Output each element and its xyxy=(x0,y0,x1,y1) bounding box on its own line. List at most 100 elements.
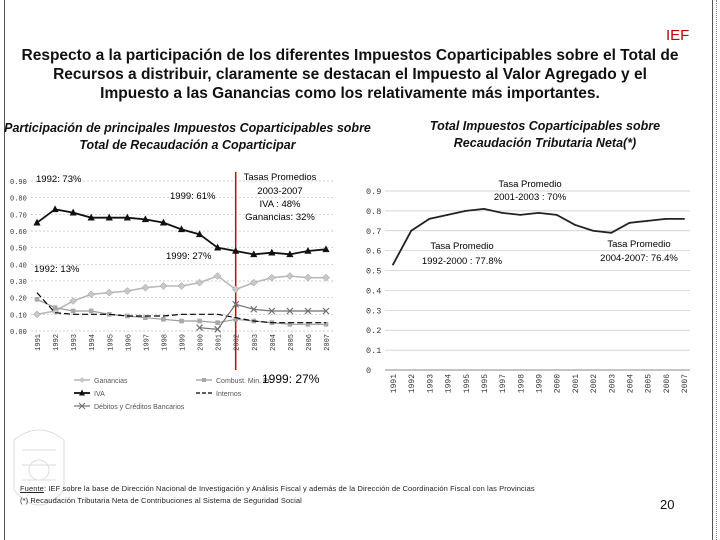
right-point-total xyxy=(555,213,558,216)
left-x-axis: 1991 1992 1993 1994 1995 1996 1997 1998 1999 2000… xyxy=(35,334,332,351)
right-y-tick-label: 0.8 xyxy=(366,207,381,217)
left-point-ganancias xyxy=(322,273,330,282)
left-point-iva xyxy=(87,213,95,221)
left-point-ganancias xyxy=(159,282,168,290)
right-y-tick-label: 0.6 xyxy=(366,247,381,257)
left-series-group xyxy=(33,205,330,333)
left-point-combustibles xyxy=(143,315,148,320)
left-point-combustibles xyxy=(161,317,166,322)
right-x-tick-label: 1995 xyxy=(463,374,472,393)
left-y-tick-label: 0.50 xyxy=(10,246,27,254)
right-y-tick-label: 0 xyxy=(366,366,371,376)
left-point-ganancias xyxy=(286,272,294,280)
coat-of-arms-watermark xyxy=(13,429,65,506)
right-point-total xyxy=(683,217,685,220)
annotation-tasas-ganancias: Ganancias: 32% xyxy=(245,212,315,223)
left-point-debitos xyxy=(214,325,222,333)
left-legend: Ganancias Combust. Min. Pr. IVA Internos Déb… xyxy=(74,377,272,411)
left-point-ganancias xyxy=(267,273,276,282)
right-x-tick-label: 1998 xyxy=(517,374,526,393)
left-border-line xyxy=(4,0,5,540)
left-point-combustibles xyxy=(179,318,184,324)
left-point-iva xyxy=(214,243,222,251)
left-x-tick-label: 2003 xyxy=(252,334,260,351)
annotation-2004-2007: 2004-2007: 76.4% xyxy=(600,253,678,264)
left-point-ganancias xyxy=(87,290,96,299)
left-point-iva xyxy=(123,213,131,221)
right-y-tick-label: 0.9 xyxy=(366,187,381,197)
legend-marker-ganancias xyxy=(79,377,85,383)
left-point-combustibles xyxy=(287,322,293,327)
left-y-tick-label: 0.60 xyxy=(10,229,27,237)
left-point-combustibles xyxy=(197,318,202,324)
right-point-total xyxy=(410,229,413,232)
right-point-total xyxy=(646,219,649,222)
left-point-ganancias xyxy=(141,283,150,292)
left-point-iva xyxy=(159,218,168,226)
left-series-line-internos xyxy=(36,292,326,324)
left-point-iva xyxy=(51,205,59,213)
right-y-tick-label: 0.4 xyxy=(366,286,381,296)
right-x-tick-label: 2003 xyxy=(608,374,617,393)
left-x-tick-label: 1998 xyxy=(161,334,169,351)
legend-label-debitos: Débitos y Créditos Bancarios xyxy=(94,404,185,411)
source-text: : IEF sobre la base de Dirección Naciona… xyxy=(43,484,535,493)
left-x-tick-label: 1995 xyxy=(107,334,115,351)
left-point-iva xyxy=(286,250,294,258)
annotation-tasa-promedio-1992: Tasa Promedio xyxy=(430,241,493,252)
left-series-line-ganancias xyxy=(36,275,326,316)
left-point-ganancias xyxy=(123,287,132,295)
page-number: 20 xyxy=(660,497,675,512)
slide-title: Respecto a la participación de los difer… xyxy=(21,47,679,102)
left-point-ganancias xyxy=(195,278,204,287)
left-point-debitos xyxy=(196,324,203,332)
left-point-ganancias xyxy=(33,310,41,319)
left-x-tick-label: 1993 xyxy=(71,334,79,351)
left-point-combustibles xyxy=(70,308,76,314)
left-y-tick-label: 0.90 xyxy=(10,179,27,187)
right-x-tick-label: 2006 xyxy=(663,374,672,393)
left-point-debitos xyxy=(322,307,330,315)
left-y-axis: 0.00 0.10 0.20 0.30 0.40 0.50 0.60 0.70 0.80 0.90 xyxy=(10,179,27,337)
right-x-tick-label: 1995 xyxy=(481,374,490,393)
left-x-tick-label: 2000 xyxy=(198,334,206,351)
legend-label-ganancias: Ganancias xyxy=(94,378,128,385)
right-series-group xyxy=(392,207,685,266)
left-y-tick-label: 0.20 xyxy=(10,296,27,304)
left-point-combustibles xyxy=(52,305,58,310)
left-point-iva xyxy=(304,247,312,254)
annotation-tasas-iva: IVA : 48% xyxy=(259,199,301,210)
left-y-tick-label: 0.10 xyxy=(10,312,27,320)
left-point-combustibles xyxy=(88,308,94,314)
left-point-combustibles xyxy=(233,317,238,322)
right-x-tick-label: 1997 xyxy=(499,374,508,393)
legend-marker-iva xyxy=(79,389,85,396)
right-x-axis: 1991 1992 1993 1994 1995 1995 1997 1998 1999 2000… xyxy=(390,374,690,393)
source-label: Fuente xyxy=(20,484,44,493)
left-x-tick-label: 2001 xyxy=(216,334,224,351)
right-point-total xyxy=(464,209,467,212)
left-point-ganancias xyxy=(69,297,77,305)
right-dotted-line xyxy=(716,0,717,540)
left-point-debitos xyxy=(286,307,294,315)
left-point-iva xyxy=(268,248,276,256)
right-y-tick-label: 0.2 xyxy=(366,326,381,336)
left-point-debitos xyxy=(250,305,258,313)
left-x-tick-label: 2005 xyxy=(288,334,296,351)
annotation-1992-73: 1992: 73% xyxy=(36,174,82,185)
right-x-tick-label: 2004 xyxy=(626,374,635,393)
right-point-total xyxy=(519,213,522,216)
left-point-iva xyxy=(33,218,41,226)
annotation-tasas-period: 2003-2007 xyxy=(257,186,302,197)
annotation-1992-2000: 1992-2000 : 77.8% xyxy=(422,256,503,267)
legend-label-combustibles: Combust. Min. Pr. xyxy=(216,378,272,385)
left-point-iva xyxy=(232,247,240,254)
right-x-tick-label: 2000 xyxy=(554,374,563,393)
left-x-tick-label: 1992 xyxy=(53,334,61,351)
right-chart: 00.10.20.30.40.50.60.70.80.9 1991 1992 199… xyxy=(262,179,690,393)
left-chart-title: Participación de principales Impuestos C… xyxy=(4,121,371,152)
annotation-tasa-promedio-2001: Tasa Promedio xyxy=(498,179,561,190)
left-point-ganancias xyxy=(304,273,312,282)
left-point-iva xyxy=(69,208,77,216)
